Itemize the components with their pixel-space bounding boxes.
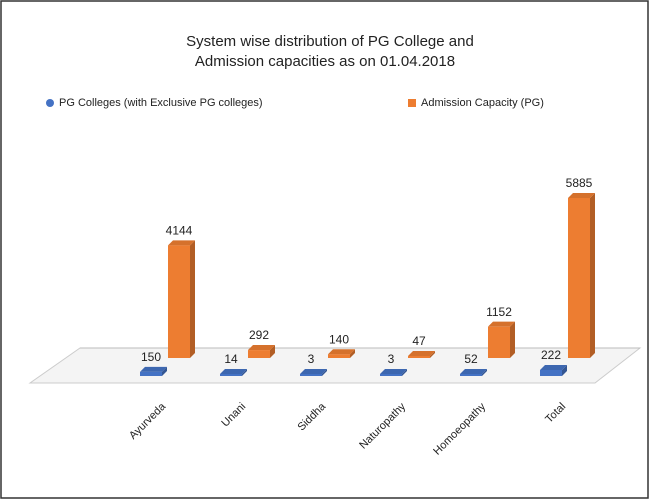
chart-title: Admission capacities as on 01.04.2018 [195,53,455,70]
bar-side [510,321,515,358]
bar [300,369,327,376]
bar-side [322,369,327,376]
bar-top [540,364,567,370]
bar-top [460,369,487,374]
bar [408,351,435,358]
bar-front [140,371,162,376]
legend-label: PG Colleges (with Exclusive PG colleges) [59,97,263,109]
bar [328,349,355,358]
bar-top [248,345,275,351]
bar [140,366,167,376]
bar-front [540,369,562,376]
bar-top [568,193,595,198]
data-label: 292 [249,328,269,342]
bar-side [562,364,567,376]
data-label: 222 [541,348,561,362]
bar-side [350,349,355,358]
legend-swatch [46,99,54,107]
bar-top [488,321,515,327]
bar [168,240,195,358]
bar-front [328,354,350,358]
data-label: 14 [224,352,238,366]
bar-front [568,198,590,358]
bar [380,369,407,376]
bar [220,369,247,376]
bar-top [140,366,167,372]
bar-front [380,374,402,376]
data-label: 3 [308,352,315,366]
bar [488,321,515,358]
data-label: 150 [141,350,161,364]
data-label: 140 [329,332,349,346]
data-label: 5885 [566,176,593,190]
data-label: 4144 [166,224,193,238]
data-label: 3 [388,352,395,366]
bar-front [168,245,190,358]
bar-front [460,374,482,376]
bar [540,364,567,376]
bar-top [220,369,247,374]
bar [460,369,487,376]
data-label: 47 [412,334,426,348]
bar-side [270,345,275,358]
bar [568,193,595,358]
bar-side [190,240,195,358]
bar-front [488,326,510,358]
bar-front [248,350,270,358]
bar-front [300,374,322,376]
legend-label: Admission Capacity (PG) [421,97,544,109]
chart-title: System wise distribution of PG College a… [186,33,474,50]
bar-top [408,351,435,356]
data-label: 52 [464,352,478,366]
bar-top [300,369,327,374]
bar-top [380,369,407,374]
bar-side [482,369,487,376]
bar-top [168,240,195,246]
bar-side [162,366,167,376]
bar-side [430,351,435,358]
bar-front [408,356,430,358]
bar-side [590,193,595,358]
bar-side [242,369,247,376]
data-label: 1152 [486,305,512,319]
bar-side [402,369,407,376]
bar-front [220,374,242,376]
bar [248,345,275,358]
legend-swatch [408,99,416,107]
bar-top [328,349,355,355]
